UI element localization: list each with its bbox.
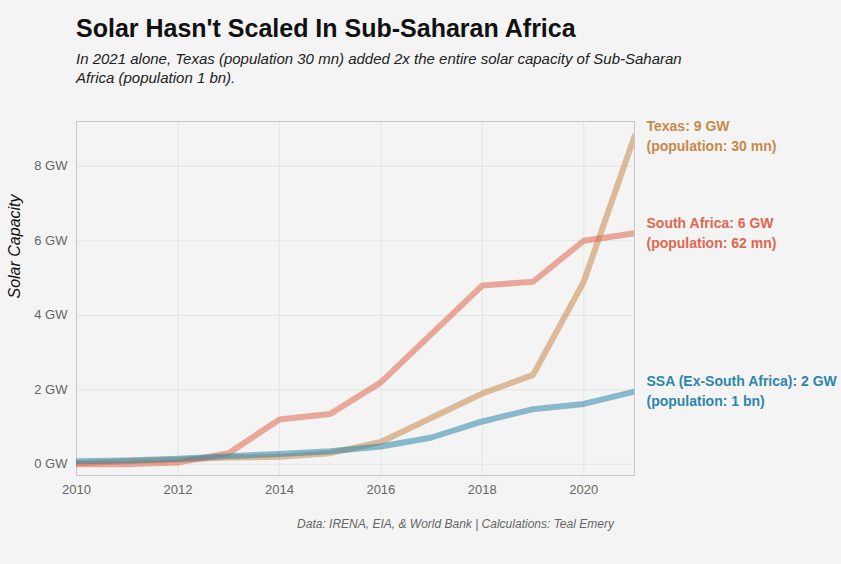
html-text:Data: IRENA, EIA, & World Bank: Data: IRENA, EIA, & World Bank | Calcula… bbox=[297, 517, 614, 531]
svg-text:(population: 30 mn): (population: 30 mn) bbox=[647, 138, 777, 154]
svg-text:0 GW: 0 GW bbox=[34, 456, 68, 471]
svg-text:South Africa: 6 GW: South Africa: 6 GW bbox=[647, 215, 775, 231]
svg-text:2 GW: 2 GW bbox=[34, 382, 68, 397]
svg-text:2012: 2012 bbox=[163, 482, 192, 497]
svg-text:2010: 2010 bbox=[62, 482, 91, 497]
svg-text:(population: 62 mn): (population: 62 mn) bbox=[647, 235, 777, 251]
svg-text:2016: 2016 bbox=[366, 482, 395, 497]
svg-text:4 GW: 4 GW bbox=[34, 307, 68, 322]
html-text:Solar Hasn't Scaled In Sub-Sah: Solar Hasn't Scaled In Sub-Saharan Afric… bbox=[76, 14, 576, 42]
svg-text:2018: 2018 bbox=[468, 482, 497, 497]
svg-text:2020: 2020 bbox=[569, 482, 598, 497]
html-text:In 2021 alone, Texas (populati: In 2021 alone, Texas (population 30 mn) … bbox=[76, 50, 682, 86]
svg-text:(population: 1 bn): (population: 1 bn) bbox=[647, 393, 765, 409]
svg-text:6 GW: 6 GW bbox=[34, 233, 68, 248]
svg-text:Texas: 9 GW: Texas: 9 GW bbox=[647, 118, 731, 134]
svg-text:Solar Capacity: Solar Capacity bbox=[6, 193, 23, 298]
svg-text:8 GW: 8 GW bbox=[34, 158, 68, 173]
svg-text:2014: 2014 bbox=[265, 482, 294, 497]
svg-text:SSA (Ex-South Africa): 2 GW: SSA (Ex-South Africa): 2 GW bbox=[647, 373, 838, 389]
